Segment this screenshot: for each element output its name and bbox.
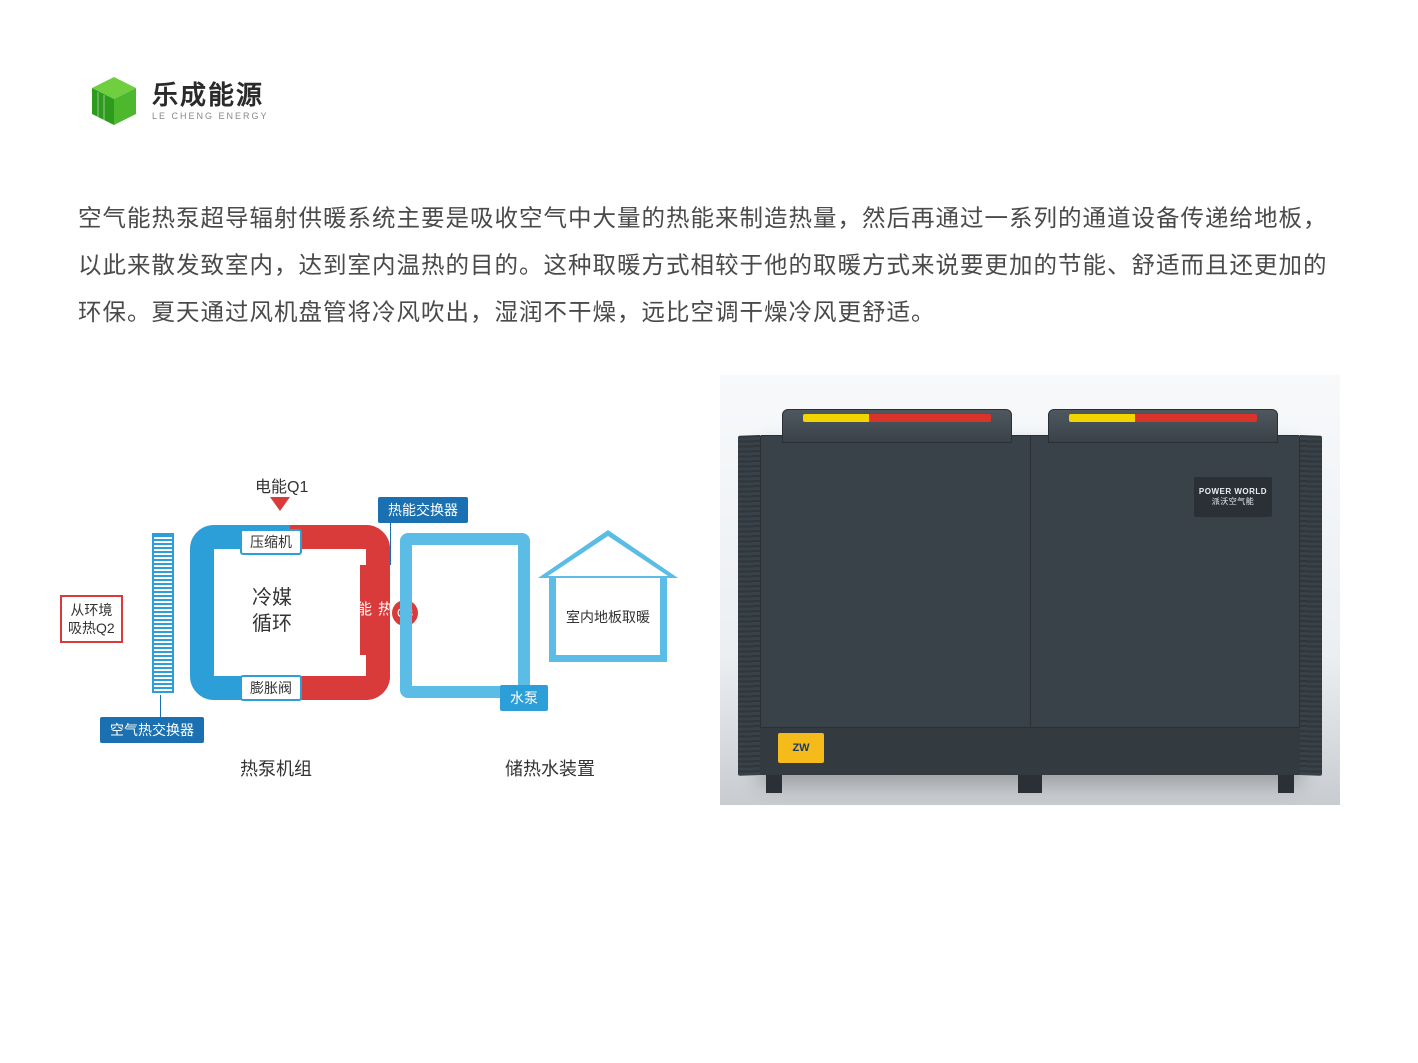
logo: 乐成能源 LE CHENG ENERGY bbox=[88, 75, 269, 127]
pointer-line-2 bbox=[160, 695, 161, 717]
pump-tag: 水泵 bbox=[500, 685, 548, 711]
heat-energy-label: 热 能 bbox=[360, 565, 388, 655]
description-paragraph: 空气能热泵超导辐射供暖系统主要是吸收空气中大量的热能来制造热量，然后再通过一系列… bbox=[78, 195, 1333, 336]
side-grille-right bbox=[1300, 435, 1322, 776]
indoor-floor-heating-label: 室内地板取暖 bbox=[549, 578, 667, 662]
zw-sticker: ZW bbox=[778, 733, 824, 763]
fan-shroud-right bbox=[1048, 409, 1278, 443]
env-heat-label: 从环境 吸热Q2 bbox=[60, 595, 123, 643]
house-icon: 室内地板取暖 bbox=[538, 530, 678, 662]
product-photo: POWER WORLD 派沃空气能 ZW bbox=[720, 375, 1340, 805]
content-row: 从环境 吸热Q2 冷媒 循环 压缩机 膨胀阀 电能Q1 热 能 Q3 热能交换器… bbox=[60, 375, 1340, 805]
heat-pump-unit-caption: 热泵机组 bbox=[240, 755, 312, 781]
unit-foot bbox=[1026, 775, 1042, 793]
heat-pump-unit: POWER WORLD 派沃空气能 ZW bbox=[760, 435, 1300, 775]
q1-label: 电能Q1 bbox=[255, 473, 308, 497]
arrow-down-icon bbox=[270, 497, 290, 511]
heat-exchanger-tag: 热能交换器 bbox=[378, 497, 468, 523]
water-tank-caption: 储热水装置 bbox=[505, 755, 595, 781]
logo-cn-text: 乐成能源 bbox=[152, 81, 269, 110]
refrigerant-cycle-label: 冷媒 循环 bbox=[252, 585, 292, 637]
evaporator-icon bbox=[152, 533, 174, 693]
fan-shroud-left bbox=[782, 409, 1012, 443]
heat-pump-diagram: 从环境 吸热Q2 冷媒 循环 压缩机 膨胀阀 电能Q1 热 能 Q3 热能交换器… bbox=[60, 435, 680, 800]
panel-divider bbox=[1030, 435, 1031, 775]
brand-plate: POWER WORLD 派沃空气能 bbox=[1194, 477, 1272, 517]
compressor-label: 压缩机 bbox=[240, 529, 302, 555]
expansion-valve-label: 膨胀阀 bbox=[240, 675, 302, 701]
air-heat-exchanger-tag: 空气热交换器 bbox=[100, 717, 204, 743]
pointer-line bbox=[390, 520, 391, 565]
unit-foot bbox=[766, 775, 782, 793]
cube-icon bbox=[88, 75, 140, 127]
unit-foot bbox=[1278, 775, 1294, 793]
side-grille-left bbox=[738, 435, 760, 776]
logo-en-text: LE CHENG ENERGY bbox=[152, 111, 269, 121]
water-loop bbox=[400, 533, 530, 698]
panel-base bbox=[760, 727, 1300, 775]
